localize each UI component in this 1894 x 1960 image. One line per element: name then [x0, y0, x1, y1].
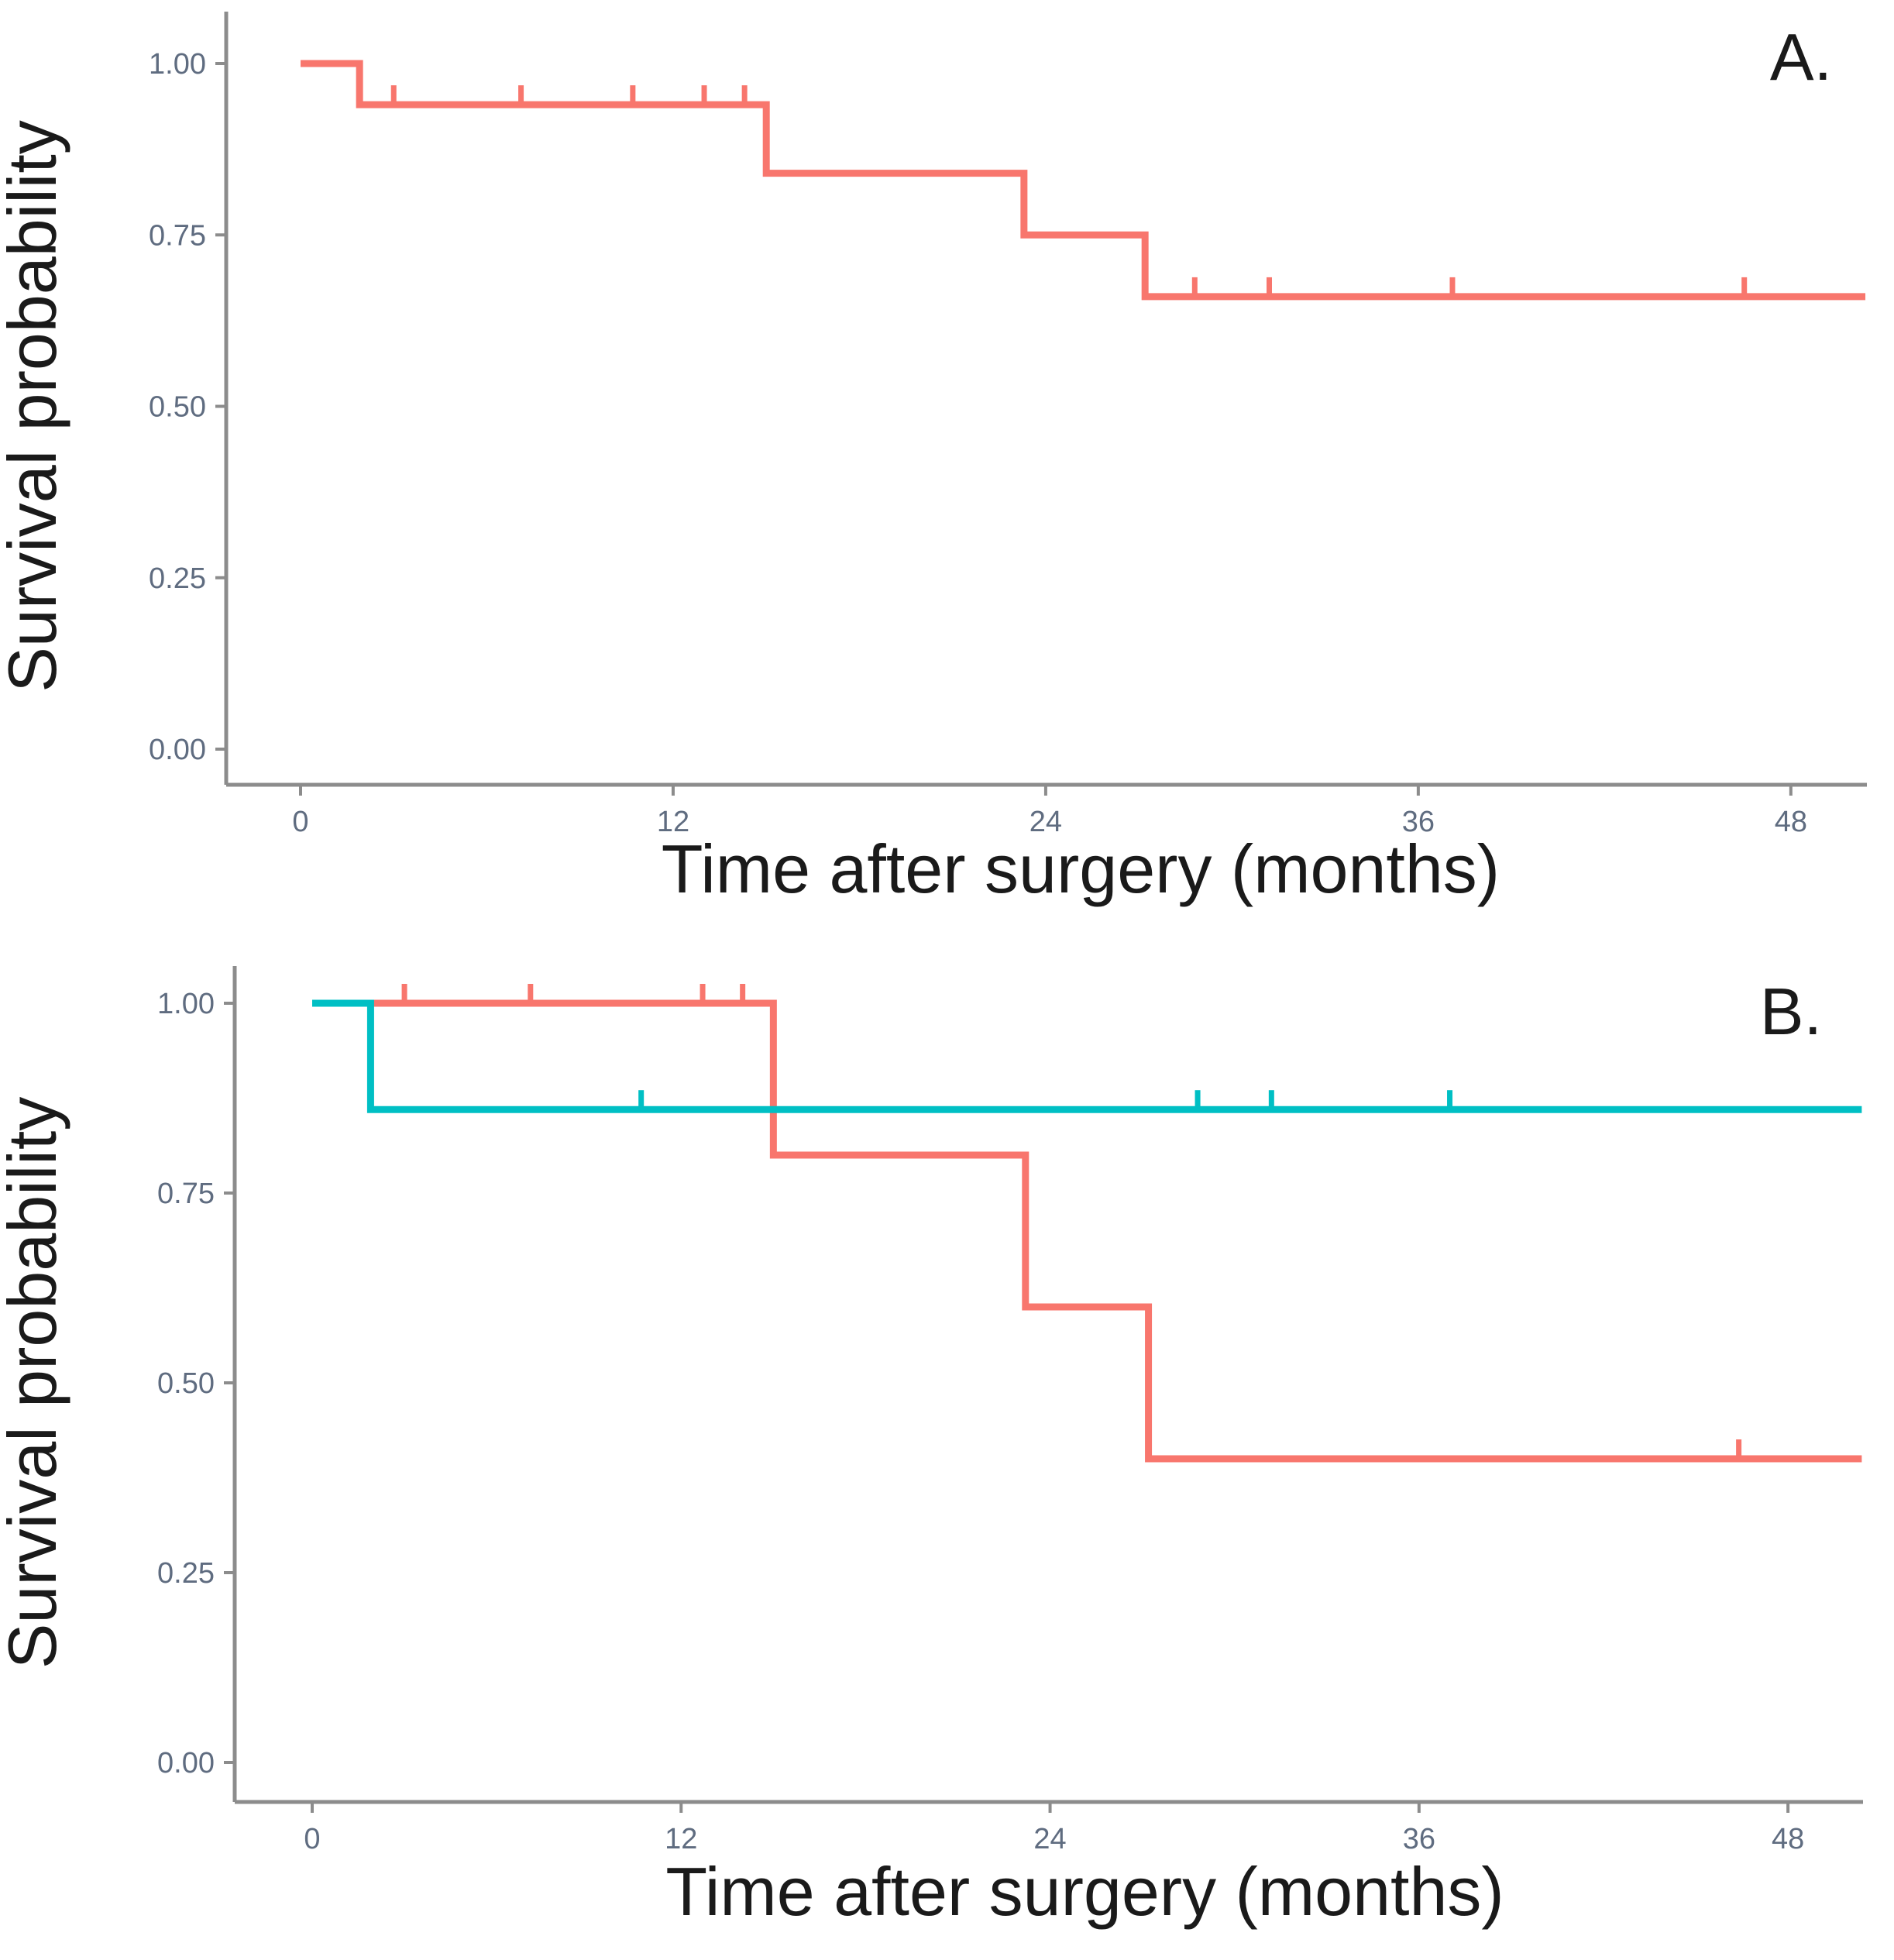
x-tick-label: 24	[1033, 1823, 1066, 1855]
x-tick-label: 12	[657, 806, 689, 838]
y-tick-label: 0.25	[157, 1557, 215, 1590]
y-tick-label: 1.00	[157, 988, 215, 1020]
x-axis-title: Time after surgery (months)	[662, 830, 1500, 907]
y-tick-label: 1.00	[149, 48, 206, 81]
x-tick-label: 0	[292, 806, 308, 838]
y-axis-title: Survival probability	[0, 1097, 70, 1669]
panel-a-chart: 1.00 0.75 0.50 0.25 0.00 0 12 24 36 48 Time after …	[0, 12, 1867, 907]
y-tick-label: 0.25	[149, 562, 206, 595]
y-tick-label: 0.00	[157, 1747, 215, 1779]
y-axis-title: Survival probability	[0, 120, 70, 693]
panel-letter: A.	[1770, 21, 1832, 95]
panel-b-chart: 1.00 0.75 0.50 0.25 0.00 0 12 24 36 48 Time after …	[0, 966, 1863, 1930]
x-axis-title: Time after surgery (months)	[665, 1853, 1504, 1930]
y-tick-label: 0.00	[149, 734, 206, 766]
survival-curve-group-red	[312, 999, 1862, 1463]
y-tick-label: 0.50	[149, 391, 206, 424]
y-tick-label: 0.50	[157, 1367, 215, 1400]
x-tick-label: 0	[304, 1823, 320, 1855]
y-tick-label: 0.75	[149, 219, 206, 252]
survival-curve-all-patients	[301, 60, 1866, 301]
x-tick-label: 48	[1775, 806, 1807, 838]
y-tick-label: 0.75	[157, 1178, 215, 1210]
x-tick-label: 24	[1029, 806, 1062, 838]
x-tick-label: 48	[1772, 1823, 1804, 1855]
panel-letter: B.	[1760, 975, 1822, 1049]
x-tick-label: 36	[1403, 1823, 1435, 1855]
survival-curve-group-teal	[312, 999, 1862, 1113]
x-tick-label: 36	[1402, 806, 1435, 838]
x-tick-label: 12	[665, 1823, 697, 1855]
